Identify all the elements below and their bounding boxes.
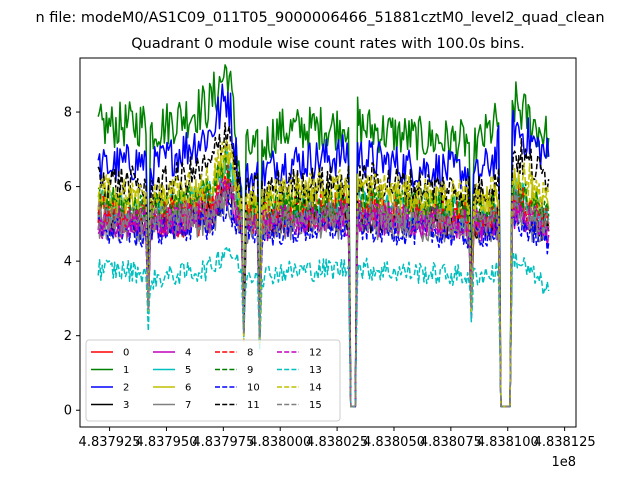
y-tick-label: 8 (64, 106, 72, 121)
series-line-14 (97, 139, 550, 408)
axis-ticks: 4.8379254.8379504.8379754.8380004.838025… (64, 106, 596, 450)
series-line-13 (97, 247, 550, 408)
legend-label-2: 2 (123, 383, 129, 394)
legend-box (85, 339, 341, 422)
legend-label-1: 1 (123, 365, 129, 376)
legend-label-8: 8 (247, 348, 253, 359)
legend-label-0: 0 (123, 348, 129, 359)
legend-label-6: 6 (185, 383, 191, 394)
series-line-12 (97, 178, 550, 408)
legend-label-7: 7 (185, 400, 191, 411)
x-tick-label: 4.838100 (477, 435, 539, 450)
x-tick-label: 4.837950 (135, 435, 197, 450)
series-line-15 (97, 181, 550, 408)
series-line-2 (97, 83, 550, 408)
series-layer (97, 64, 550, 408)
x-tick-label: 4.838050 (363, 435, 425, 450)
x-tick-label: 4.838075 (420, 435, 482, 450)
legend-label-9: 9 (247, 365, 253, 376)
legend-label-15: 15 (309, 400, 322, 411)
legend-label-13: 13 (309, 365, 322, 376)
legend-label-14: 14 (309, 383, 322, 394)
x-tick-label: 4.837975 (192, 435, 254, 450)
series-line-11 (97, 122, 550, 408)
x-tick-label: 4.837925 (79, 435, 141, 450)
y-tick-label: 6 (64, 180, 72, 195)
chart-title: Quadrant 0 module wise count rates with … (131, 36, 525, 52)
legend-label-5: 5 (185, 365, 191, 376)
series-line-1 (97, 64, 550, 408)
y-tick-label: 2 (64, 329, 72, 344)
series-line-10 (97, 190, 550, 408)
legend-label-3: 3 (123, 400, 129, 411)
y-tick-label: 0 (64, 404, 72, 419)
legend-label-10: 10 (247, 383, 260, 394)
figure-suptitle: n file: modeM0/AS1C09_011T05_9000006466_… (35, 10, 604, 26)
legend-label-11: 11 (247, 400, 260, 411)
legend-label-12: 12 (309, 348, 322, 359)
y-tick-label: 4 (64, 255, 72, 270)
plot-frame (79, 57, 577, 428)
x-offset-label: 1e8 (551, 455, 576, 470)
x-tick-label: 4.838025 (306, 435, 368, 450)
x-tick-label: 4.838125 (534, 435, 596, 450)
legend-label-4: 4 (185, 348, 191, 359)
x-tick-label: 4.838000 (249, 435, 311, 450)
